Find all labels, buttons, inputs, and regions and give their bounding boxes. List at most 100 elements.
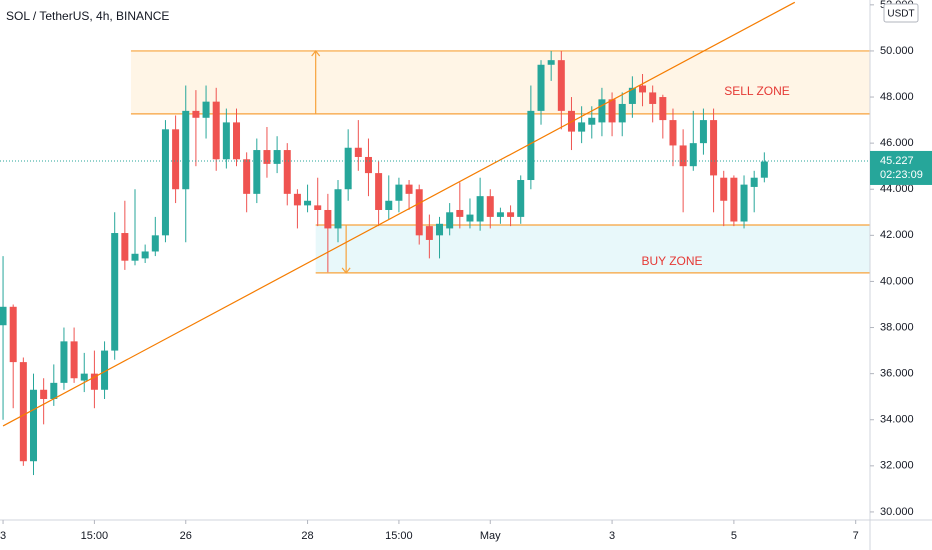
candle-body — [243, 159, 251, 194]
candle-body — [131, 253, 139, 261]
y-tick-label: 42.000 — [880, 229, 914, 241]
candle-body — [740, 184, 748, 222]
candle-body — [304, 200, 312, 206]
plot-area: SELL ZONE BUY ZONE — [0, 1, 870, 476]
candle-body — [101, 350, 109, 390]
candle-body — [192, 110, 200, 118]
candle-body — [90, 373, 98, 390]
candle-body — [527, 110, 535, 181]
candle-body — [222, 122, 230, 160]
candle-body — [283, 150, 291, 194]
candle-body — [486, 196, 494, 217]
currency-box[interactable] — [883, 3, 919, 23]
candle-body — [547, 60, 555, 65]
y-tick-label: 48.000 — [880, 91, 914, 103]
candle-body — [9, 306, 17, 363]
candle-body — [679, 145, 687, 167]
candle-body — [649, 92, 657, 104]
zone-label: BUY ZONE — [641, 254, 702, 268]
candle-body — [446, 212, 454, 229]
candle-body — [537, 64, 545, 111]
candle-body — [324, 209, 332, 229]
candle-body — [425, 226, 433, 240]
last-price-label: 45.227 — [880, 155, 914, 167]
candle-body — [385, 200, 393, 210]
y-tick-label: 32.000 — [880, 460, 914, 472]
candle-body — [273, 150, 281, 164]
candle-body — [344, 147, 352, 190]
candle-body — [111, 233, 119, 351]
x-tick-label: 26 — [180, 530, 192, 542]
last-price-box — [870, 150, 932, 185]
x-tick-label: 3 — [0, 530, 6, 542]
candle-body — [669, 120, 677, 146]
y-tick-label: 46.000 — [880, 137, 914, 149]
x-tick-label: 28 — [301, 530, 313, 542]
candle-body — [60, 341, 68, 383]
y-tick-label: 30.000 — [880, 506, 914, 518]
y-tick-label: 38.000 — [880, 321, 914, 333]
candle-body — [121, 233, 129, 261]
candle-body — [151, 235, 159, 252]
candle-body — [29, 389, 37, 462]
candle-body — [588, 117, 596, 125]
candle-body — [19, 362, 27, 462]
candle-body — [750, 177, 758, 187]
currency: USDT — [887, 9, 914, 20]
candle-body — [375, 173, 383, 210]
candle-body — [40, 389, 48, 399]
candle-body — [202, 101, 210, 118]
candle-body — [161, 129, 169, 236]
y-tick-label: 40.000 — [880, 275, 914, 287]
x-tick-label: 3 — [609, 530, 615, 542]
zone-arrowhead — [341, 267, 351, 274]
candle-body — [720, 177, 728, 201]
candle-body — [0, 306, 7, 326]
y-tick-label: 36.000 — [880, 368, 914, 380]
candle-body — [263, 150, 271, 164]
candle-body — [253, 150, 261, 194]
candle-body — [557, 60, 565, 111]
x-tick-label: May — [480, 530, 501, 542]
candle-body — [456, 209, 464, 217]
candle-body — [659, 97, 667, 121]
candle-body — [405, 184, 413, 194]
x-tick-label: 7 — [853, 530, 859, 542]
candle-body — [476, 196, 484, 222]
candle-body — [730, 177, 738, 222]
x-tick-label: 15:00 — [385, 530, 413, 542]
y-tick-label: 50.000 — [880, 45, 914, 57]
trendline — [2, 1, 796, 427]
x-tick-label: 5 — [731, 530, 737, 542]
candle-body — [517, 180, 525, 217]
candle-body — [699, 120, 707, 144]
zone-arrowhead — [311, 49, 321, 57]
zone-fill — [315, 224, 870, 273]
countdown: 02:23:09 — [880, 169, 923, 181]
candle-body — [466, 214, 474, 222]
candle-body — [70, 341, 78, 379]
candle-body — [141, 251, 149, 259]
candle-body — [50, 382, 58, 399]
chart-title: SOL / TetherUS, 4h, BINANCE — [6, 9, 169, 23]
candle-body — [639, 85, 647, 93]
y-tick-label: 44.000 — [880, 183, 914, 195]
candle-body — [182, 110, 190, 190]
candle-body — [415, 189, 423, 236]
candle-body — [233, 122, 241, 160]
candle-body — [628, 87, 636, 104]
candle-body — [212, 101, 220, 160]
candle-body — [598, 99, 606, 123]
candle-body — [608, 99, 616, 123]
candle-body — [293, 193, 301, 206]
candle-body — [395, 184, 403, 201]
candle-body — [172, 129, 180, 190]
candle-body — [314, 205, 322, 210]
candle-body — [618, 103, 626, 123]
candle-body — [578, 122, 586, 132]
zone-fill — [130, 50, 870, 114]
x-tick-label: 15:00 — [81, 530, 109, 542]
candle-body — [334, 189, 342, 229]
